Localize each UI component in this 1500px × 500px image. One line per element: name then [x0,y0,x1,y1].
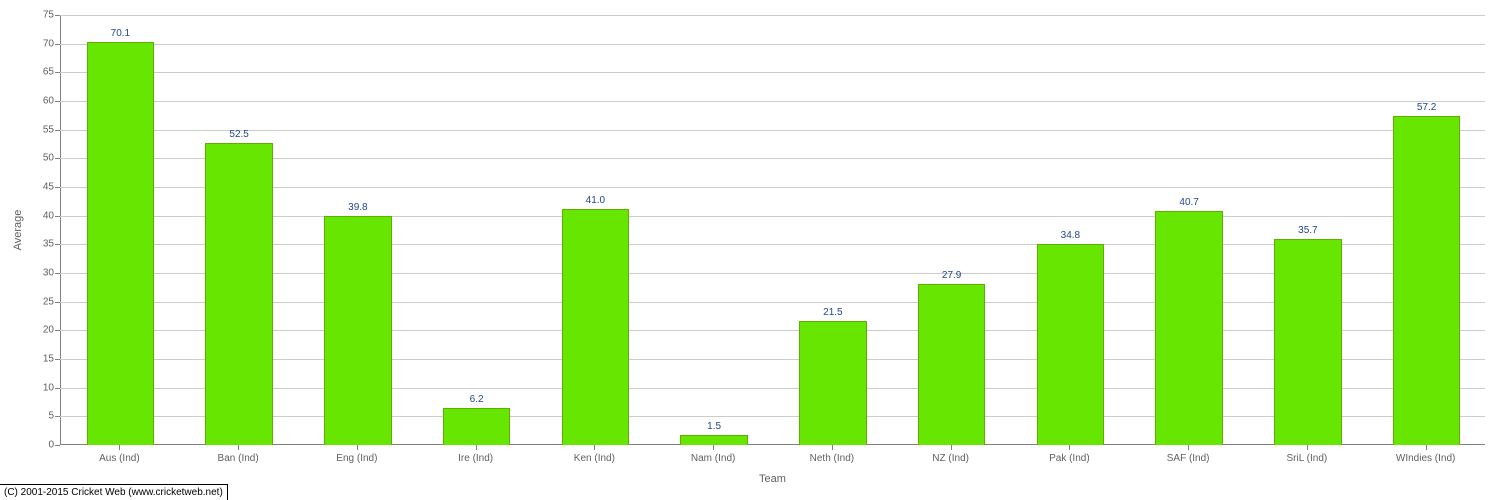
gridline [60,273,1485,274]
gridline [60,44,1485,45]
x-tick-label: Ire (Ind) [458,445,493,464]
x-tick-label: Ken (Ind) [574,445,615,464]
x-tick-label: Aus (Ind) [99,445,140,464]
x-tick-label: Ban (Ind) [218,445,259,464]
gridline [60,15,1485,16]
bar: 40.7 [1155,211,1222,445]
bar-value-label: 21.5 [823,307,842,322]
y-axis-line [60,15,61,445]
bar-value-label: 70.1 [111,28,130,43]
bar: 35.7 [1274,239,1341,445]
bar-value-label: 35.7 [1298,225,1317,240]
bar: 27.9 [918,284,985,445]
bar-value-label: 52.5 [229,129,248,144]
y-tick-label: 0 [48,440,60,451]
bar-value-label: 57.2 [1417,102,1436,117]
y-tick-label: 55 [43,124,60,135]
gridline [60,72,1485,73]
x-tick-label: WIndies (Ind) [1396,445,1455,464]
y-tick-label: 10 [43,382,60,393]
bar-value-label: 39.8 [348,202,367,217]
gridline [60,302,1485,303]
x-axis-line [60,444,1485,445]
bar: 41.0 [562,209,629,445]
x-tick-label: SAF (Ind) [1167,445,1210,464]
bar: 70.1 [87,42,154,445]
y-tick-label: 65 [43,67,60,78]
plot-area: 05101520253035404550556065707570.1Aus (I… [60,15,1485,445]
bar: 57.2 [1393,116,1460,445]
gridline [60,130,1485,131]
gridline [60,330,1485,331]
x-tick-label: NZ (Ind) [932,445,969,464]
y-tick-label: 35 [43,239,60,250]
copyright-text: (C) 2001-2015 Cricket Web (www.cricketwe… [4,487,223,498]
y-tick-label: 75 [43,10,60,21]
x-tick-label: SriL (Ind) [1286,445,1327,464]
y-tick-label: 40 [43,210,60,221]
bar-value-label: 27.9 [942,270,961,285]
x-tick-label: Eng (Ind) [336,445,377,464]
bar: 1.5 [680,435,747,445]
x-tick-label: Pak (Ind) [1049,445,1090,464]
y-tick-label: 45 [43,182,60,193]
gridline [60,388,1485,389]
bar: 34.8 [1037,244,1104,445]
x-tick-label: Neth (Ind) [810,445,854,464]
gridline [60,187,1485,188]
x-tick-label: Nam (Ind) [691,445,735,464]
gridline [60,359,1485,360]
x-axis-title: Team [759,473,786,485]
bar: 39.8 [324,216,391,445]
y-tick-label: 20 [43,325,60,336]
y-tick-label: 60 [43,96,60,107]
gridline [60,101,1485,102]
bar-value-label: 6.2 [470,394,484,409]
bar-value-label: 1.5 [707,421,721,436]
gridline [60,416,1485,417]
y-axis-title: Average [12,210,24,251]
gridline [60,244,1485,245]
y-tick-label: 70 [43,38,60,49]
y-tick-label: 25 [43,296,60,307]
bar-value-label: 34.8 [1061,230,1080,245]
gridline [60,158,1485,159]
gridline [60,216,1485,217]
y-tick-label: 5 [48,411,60,422]
bar: 6.2 [443,408,510,445]
bar: 21.5 [799,321,866,445]
bar-value-label: 40.7 [1179,197,1198,212]
y-tick-label: 30 [43,268,60,279]
y-tick-label: 50 [43,153,60,164]
bar-value-label: 41.0 [586,195,605,210]
copyright-notice: (C) 2001-2015 Cricket Web (www.cricketwe… [0,484,228,500]
y-tick-label: 15 [43,354,60,365]
bar: 52.5 [205,143,272,445]
chart-container: 05101520253035404550556065707570.1Aus (I… [0,0,1500,500]
